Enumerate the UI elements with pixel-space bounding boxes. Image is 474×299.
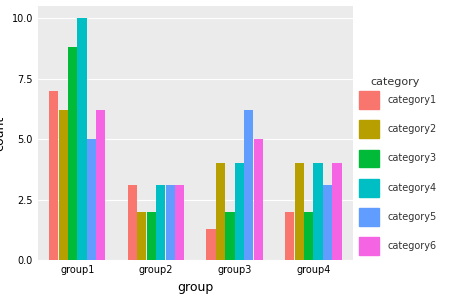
Text: category4: category4 <box>388 183 437 193</box>
Bar <box>285 212 294 260</box>
Bar <box>323 185 332 260</box>
Bar <box>235 163 244 260</box>
Bar <box>175 185 184 260</box>
Bar <box>358 91 380 109</box>
Y-axis label: count: count <box>0 115 6 151</box>
Bar <box>358 150 380 167</box>
Text: category2: category2 <box>388 124 437 134</box>
Bar <box>165 185 175 260</box>
Bar <box>49 91 58 260</box>
Text: category3: category3 <box>388 153 437 164</box>
Bar <box>156 185 165 260</box>
Text: category: category <box>370 77 419 87</box>
Bar <box>358 120 380 138</box>
Bar <box>128 185 137 260</box>
Text: category1: category1 <box>388 95 437 105</box>
Bar <box>332 163 342 260</box>
Bar <box>244 110 254 260</box>
Bar <box>87 139 96 260</box>
Bar <box>137 212 146 260</box>
Bar <box>146 212 156 260</box>
Bar <box>358 237 380 255</box>
Text: category5: category5 <box>388 212 437 222</box>
Bar <box>77 18 87 260</box>
Bar <box>254 139 263 260</box>
Bar <box>295 163 304 260</box>
Bar <box>313 163 323 260</box>
Bar <box>304 212 313 260</box>
Bar <box>96 110 105 260</box>
Bar <box>358 208 380 226</box>
Bar <box>225 212 235 260</box>
Bar <box>358 179 380 197</box>
Bar <box>207 229 216 260</box>
X-axis label: group: group <box>177 280 213 294</box>
Bar <box>58 110 68 260</box>
Bar <box>68 47 77 260</box>
Bar <box>216 163 225 260</box>
Text: category6: category6 <box>388 241 437 251</box>
